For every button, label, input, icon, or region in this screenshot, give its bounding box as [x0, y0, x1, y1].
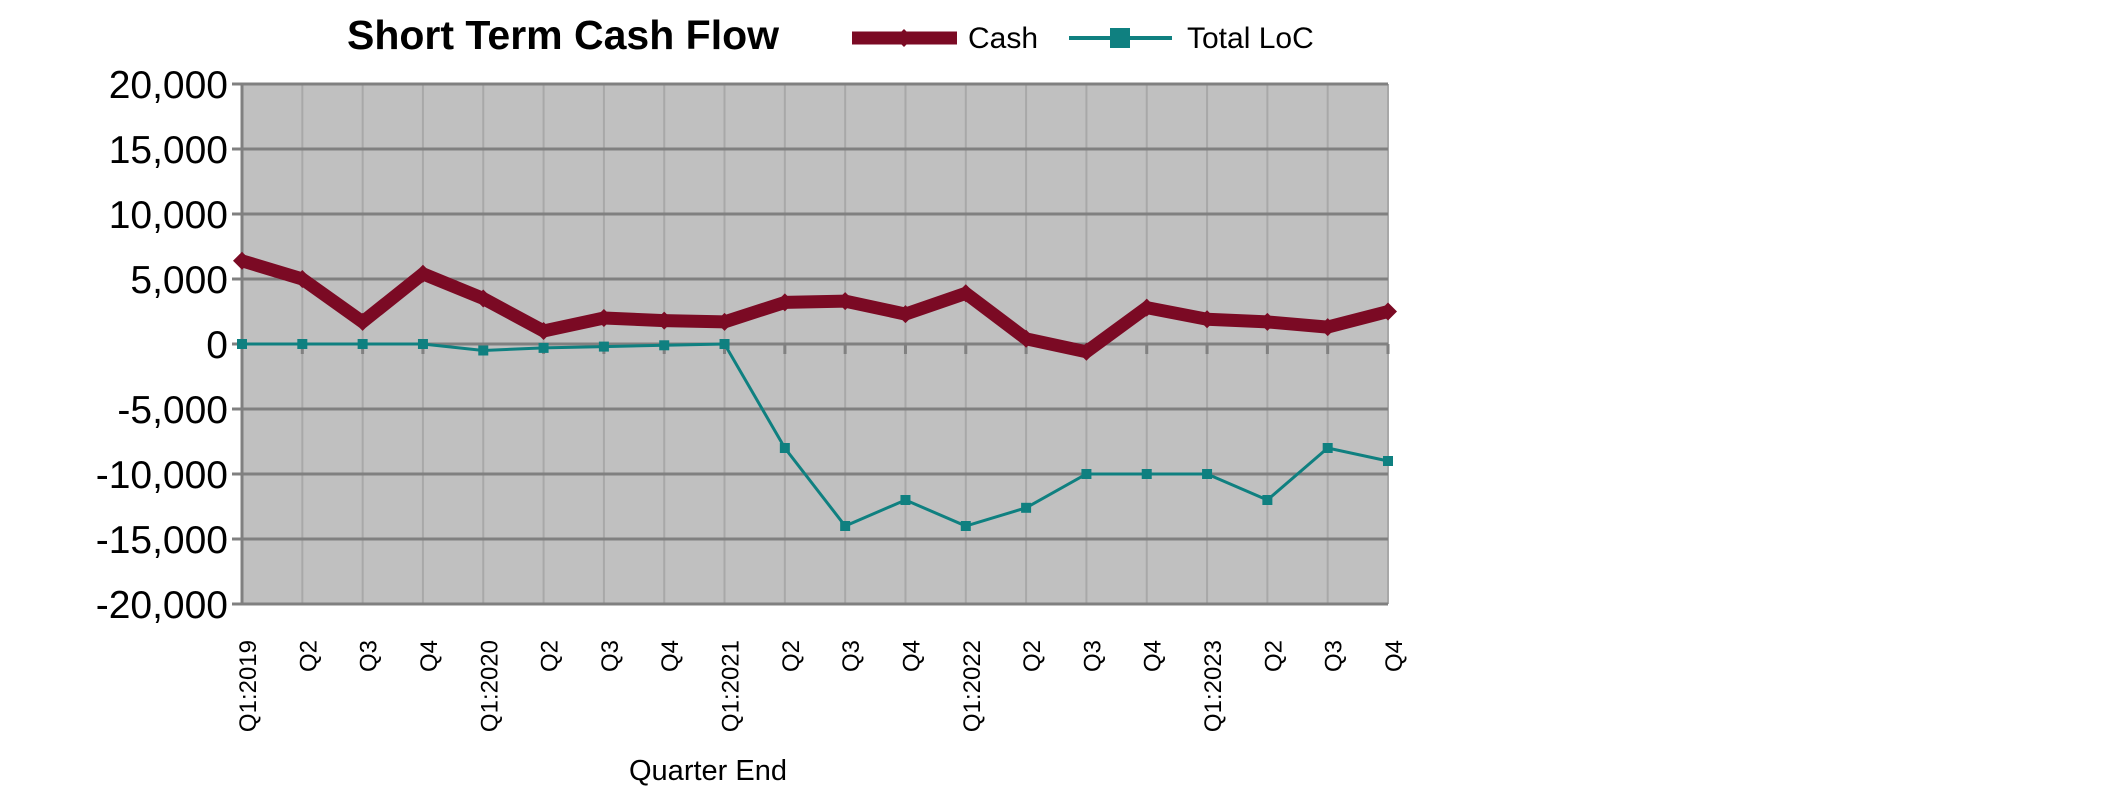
y-tick-label: -5,000 — [117, 389, 228, 432]
x-axis-label: Quarter End — [629, 755, 787, 787]
y-tick-label: 20,000 — [109, 64, 228, 107]
data-point-cash — [655, 311, 674, 330]
x-tick-label: Q3 — [1321, 640, 1348, 672]
data-point-total-loc — [297, 339, 308, 349]
data-point-total-loc — [779, 443, 790, 453]
legend: Cash Total LoC — [852, 22, 1314, 55]
data-point-total-loc — [1021, 502, 1032, 513]
x-tick-label: Q4 — [898, 640, 925, 672]
x-tick-label: Q1:2022 — [959, 640, 986, 732]
data-point-total-loc — [1383, 456, 1393, 466]
x-tick-label: Q1:2019 — [235, 640, 262, 732]
x-tick-label: Q1:2020 — [476, 640, 503, 732]
data-point-cash — [1077, 342, 1096, 361]
data-point-cash — [293, 270, 312, 288]
x-tick-label: Q2 — [1019, 640, 1046, 672]
y-tick-label: 5,000 — [130, 259, 228, 302]
data-point-cash — [836, 292, 855, 311]
y-tick-label: -15,000 — [96, 519, 228, 562]
x-tick-label: Q3 — [1079, 640, 1106, 672]
chart-title: Short Term Cash Flow — [347, 12, 779, 58]
data-point-cash — [896, 305, 915, 324]
series-line-total-loc — [242, 342, 1389, 528]
x-tick-label: Q3 — [597, 640, 624, 672]
data-point-cash — [233, 251, 251, 270]
data-point-cash — [1318, 318, 1337, 337]
data-point-total-loc — [659, 340, 670, 351]
data-point-cash — [1017, 329, 1036, 348]
data-point-cash — [413, 264, 432, 283]
data-point-cash — [775, 293, 794, 312]
data-point-cash — [1137, 298, 1156, 317]
y-tick-label: 10,000 — [109, 194, 228, 237]
x-tick-label: Q2 — [778, 640, 805, 672]
data-point-total-loc — [417, 339, 428, 349]
data-point-total-loc — [960, 521, 971, 531]
data-point-cash — [956, 284, 975, 303]
x-tick-label: Q3 — [356, 640, 383, 672]
data-point-total-loc — [478, 345, 489, 356]
legend-marker-total-loc — [1110, 28, 1130, 48]
data-point-total-loc — [538, 342, 549, 353]
series-line-cash — [240, 254, 1390, 359]
x-tick-label: Q1:2021 — [718, 640, 745, 732]
x-tick-label: Q2 — [1260, 640, 1287, 672]
data-point-total-loc — [840, 521, 851, 531]
data-point-total-loc — [1322, 443, 1333, 453]
y-tick-label: -20,000 — [96, 584, 228, 627]
data-point-cash — [534, 322, 553, 340]
data-point-cash — [1379, 302, 1397, 321]
x-tick-label: Q2 — [537, 640, 564, 672]
y-tick-label: 15,000 — [109, 129, 228, 172]
data-point-total-loc — [719, 339, 730, 349]
legend-marker-cash — [895, 29, 913, 47]
y-tick-label: -10,000 — [96, 454, 228, 497]
data-point-total-loc — [598, 341, 609, 352]
data-point-total-loc — [357, 339, 368, 349]
legend-label-cash: Cash — [968, 22, 1038, 55]
data-point-total-loc — [1141, 469, 1152, 479]
y-tick-label: 0 — [206, 324, 228, 367]
data-point-total-loc — [900, 495, 911, 505]
x-tick-label: Q4 — [657, 640, 684, 672]
data-point-cash — [1258, 312, 1277, 331]
x-tick-label: Q2 — [295, 640, 322, 672]
data-point-cash — [715, 312, 734, 331]
x-tick-label: Q1:2023 — [1200, 640, 1227, 732]
data-point-total-loc — [1202, 469, 1213, 479]
legend-label-total-loc: Total LoC — [1187, 22, 1314, 55]
x-tick-label: Q3 — [838, 640, 865, 672]
data-point-total-loc — [1262, 495, 1273, 505]
data-point-cash — [474, 289, 493, 308]
x-tick-label: Q4 — [416, 640, 443, 672]
plot-area: 20,000 15,000 10,000 5,000 0 -5,000 -10,000 -15… — [96, 64, 1408, 732]
x-tick-label: Q4 — [1381, 640, 1408, 672]
x-tick-label: Q4 — [1140, 640, 1167, 672]
data-point-cash — [353, 312, 372, 331]
data-point-cash — [1198, 310, 1217, 329]
data-point-total-loc — [237, 339, 247, 349]
data-point-cash — [594, 309, 613, 327]
data-point-total-loc — [1081, 469, 1092, 479]
